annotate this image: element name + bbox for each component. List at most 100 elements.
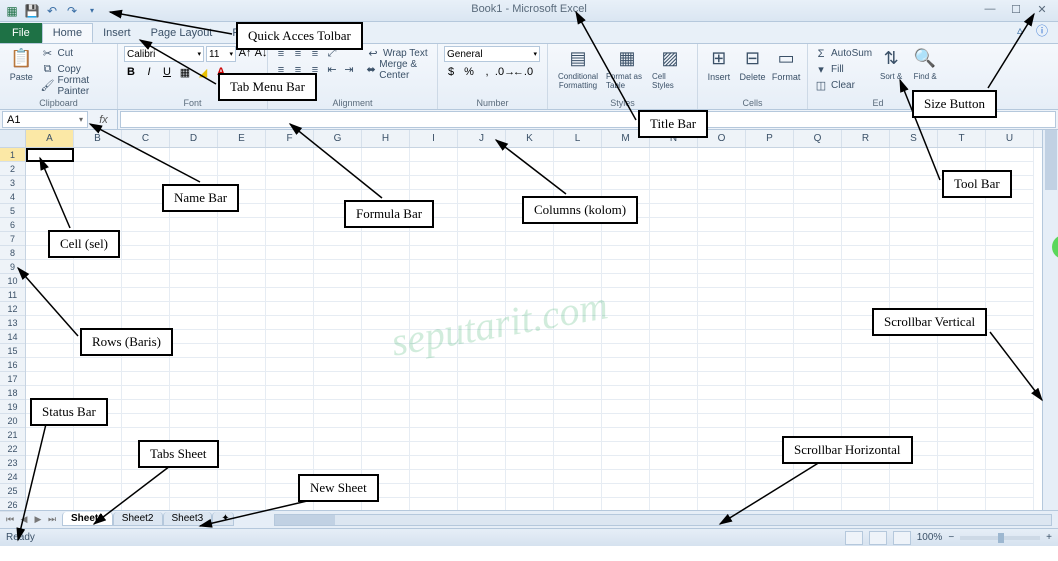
tab-page-layout[interactable]: Page Layout [141, 23, 223, 43]
row-header-17[interactable]: 17 [0, 372, 25, 386]
row-header-25[interactable]: 25 [0, 484, 25, 498]
row-header-13[interactable]: 13 [0, 316, 25, 330]
column-header-E[interactable]: E [218, 130, 266, 147]
new-sheet-button[interactable]: ✦ [212, 512, 234, 526]
redo-icon[interactable]: ↷ [64, 3, 80, 19]
sheet-tab-2[interactable]: Sheet2 [113, 512, 163, 526]
find-button[interactable]: 🔍Find & [910, 46, 940, 81]
comma-icon[interactable]: , [480, 65, 494, 79]
fill-button[interactable]: ▾Fill [814, 62, 872, 77]
column-header-I[interactable]: I [410, 130, 458, 147]
currency-icon[interactable]: $ [444, 65, 458, 79]
page-layout-view-button[interactable] [869, 531, 887, 545]
row-header-19[interactable]: 19 [0, 400, 25, 414]
increase-decimal-icon[interactable]: .0→ [498, 65, 512, 79]
tab-home[interactable]: Home [42, 23, 93, 43]
underline-button[interactable]: U [160, 65, 174, 79]
insert-cells-button[interactable]: ⊞Insert [704, 46, 734, 82]
row-header-23[interactable]: 23 [0, 456, 25, 470]
sheet-nav-next[interactable]: ▶ [32, 514, 44, 525]
save-icon[interactable]: 💾 [24, 3, 40, 19]
column-header-B[interactable]: B [74, 130, 122, 147]
horizontal-scrollbar[interactable] [274, 514, 1052, 526]
fx-label[interactable]: fx [90, 110, 118, 129]
file-tab[interactable]: File [0, 23, 42, 43]
row-header-1[interactable]: 1 [0, 148, 25, 162]
font-name-select[interactable]: Calibri ▾ [124, 46, 204, 62]
column-header-U[interactable]: U [986, 130, 1034, 147]
fill-color-button[interactable]: ◢ [196, 65, 210, 79]
number-format-select[interactable]: General▾ [444, 46, 540, 62]
zoom-out-button[interactable]: − [948, 532, 954, 543]
ribbon-minimize-icon[interactable]: ▵ [1012, 22, 1028, 38]
row-header-9[interactable]: 9 [0, 260, 25, 274]
column-header-R[interactable]: R [842, 130, 890, 147]
italic-button[interactable]: I [142, 65, 156, 79]
row-header-26[interactable]: 26 [0, 498, 25, 512]
qat-customize-icon[interactable]: ▾ [84, 3, 100, 19]
delete-cells-button[interactable]: ⊟Delete [738, 46, 768, 82]
minimize-button[interactable]: ― [982, 2, 998, 16]
row-header-11[interactable]: 11 [0, 288, 25, 302]
normal-view-button[interactable] [845, 531, 863, 545]
font-size-select[interactable]: 11 ▾ [206, 46, 236, 62]
row-header-3[interactable]: 3 [0, 176, 25, 190]
border-button[interactable]: ▦ [178, 65, 192, 79]
sheet-nav-last[interactable]: ⏭ [46, 514, 58, 525]
format-painter-button[interactable]: 🖌Format Painter [41, 78, 111, 93]
row-header-20[interactable]: 20 [0, 414, 25, 428]
format-as-table-button[interactable]: ▦Format as Table [606, 46, 648, 90]
column-header-C[interactable]: C [122, 130, 170, 147]
format-cells-button[interactable]: ▭Format [771, 46, 801, 82]
select-all-corner[interactable] [0, 130, 25, 148]
sheet-nav-first[interactable]: ⏮ [4, 514, 16, 525]
row-header-7[interactable]: 7 [0, 232, 25, 246]
merge-center-button[interactable]: ⬌Merge & Center [366, 62, 431, 77]
sheet-nav-prev[interactable]: ◀ [18, 514, 30, 525]
percent-icon[interactable]: % [462, 65, 476, 79]
column-header-L[interactable]: L [554, 130, 602, 147]
row-header-24[interactable]: 24 [0, 470, 25, 484]
column-header-D[interactable]: D [170, 130, 218, 147]
row-header-8[interactable]: 8 [0, 246, 25, 260]
column-header-A[interactable]: A [26, 130, 74, 147]
vertical-scrollbar[interactable] [1042, 130, 1058, 510]
row-header-2[interactable]: 2 [0, 162, 25, 176]
row-header-15[interactable]: 15 [0, 344, 25, 358]
sheet-tab-3[interactable]: Sheet3 [163, 512, 213, 526]
zoom-in-button[interactable]: + [1046, 532, 1052, 543]
column-header-Q[interactable]: Q [794, 130, 842, 147]
cut-button[interactable]: ✂Cut [41, 46, 111, 61]
page-break-view-button[interactable] [893, 531, 911, 545]
column-header-S[interactable]: S [890, 130, 938, 147]
row-header-5[interactable]: 5 [0, 204, 25, 218]
decrease-decimal-icon[interactable]: ←.0 [516, 65, 530, 79]
zoom-slider[interactable] [960, 536, 1040, 540]
clear-button[interactable]: ◫Clear [814, 78, 872, 93]
column-header-F[interactable]: F [266, 130, 314, 147]
column-header-H[interactable]: H [362, 130, 410, 147]
autosum-button[interactable]: ΣAutoSum [814, 46, 872, 61]
column-header-K[interactable]: K [506, 130, 554, 147]
undo-icon[interactable]: ↶ [44, 3, 60, 19]
name-box[interactable]: A1▾ [2, 111, 88, 128]
close-button[interactable]: ✕ [1034, 2, 1050, 16]
paste-button[interactable]: 📋Paste [6, 46, 37, 82]
tab-insert[interactable]: Insert [93, 23, 141, 43]
row-header-21[interactable]: 21 [0, 428, 25, 442]
help-icon[interactable]: ⓘ [1034, 22, 1050, 38]
column-header-G[interactable]: G [314, 130, 362, 147]
row-header-18[interactable]: 18 [0, 386, 25, 400]
bold-button[interactable]: B [124, 65, 138, 79]
column-header-J[interactable]: J [458, 130, 506, 147]
sort-button[interactable]: ⇅Sort & [876, 46, 906, 81]
indent-inc-icon[interactable]: ⇥ [342, 63, 356, 77]
conditional-formatting-button[interactable]: ▤Conditional Formatting [554, 46, 602, 90]
row-header-22[interactable]: 22 [0, 442, 25, 456]
active-cell[interactable] [26, 148, 74, 162]
row-header-16[interactable]: 16 [0, 358, 25, 372]
sheet-tab-1[interactable]: Sheet1 [62, 512, 113, 526]
column-header-P[interactable]: P [746, 130, 794, 147]
row-header-12[interactable]: 12 [0, 302, 25, 316]
row-header-6[interactable]: 6 [0, 218, 25, 232]
